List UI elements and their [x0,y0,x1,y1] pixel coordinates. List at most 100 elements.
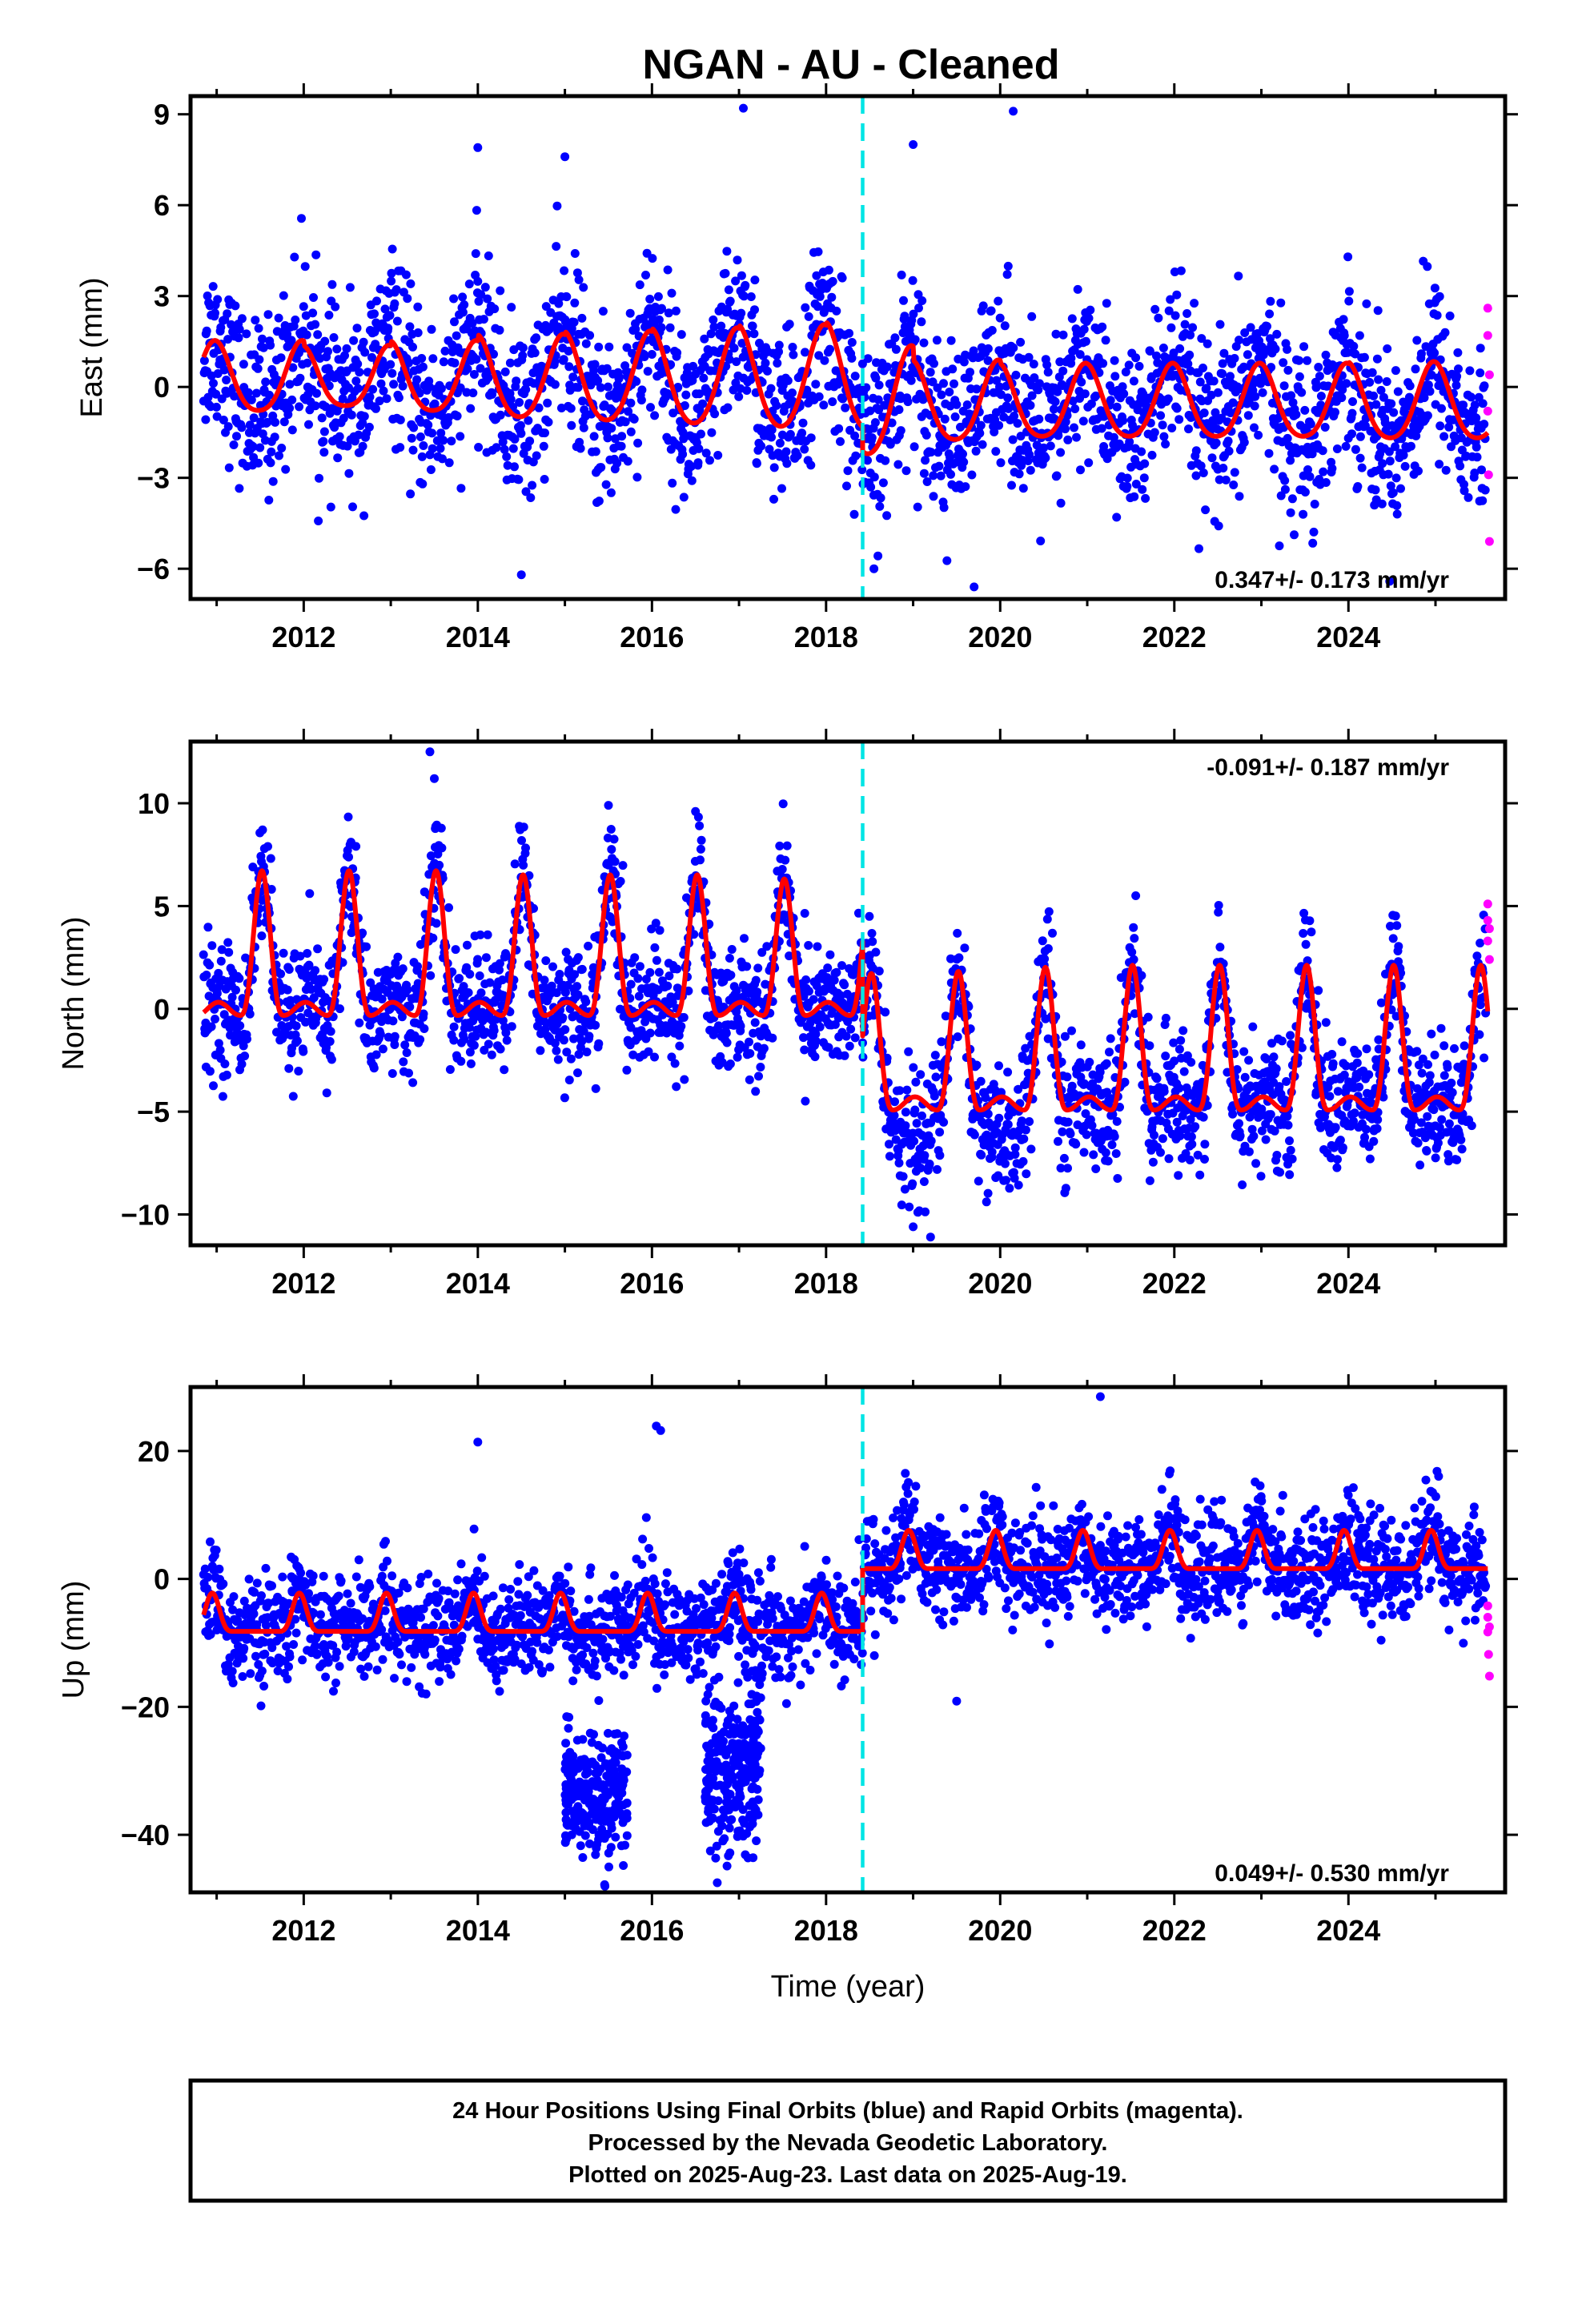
data-point [697,835,706,845]
data-point [870,418,880,428]
data-point [231,985,240,995]
data-point [1271,344,1280,354]
data-point [1195,377,1205,387]
data-point [1305,472,1315,481]
data-point [1290,530,1299,540]
data-point [1264,448,1274,458]
data-point [793,451,802,460]
data-point [593,376,603,385]
data-point [800,909,809,918]
data-point [388,1016,398,1026]
data-point [1478,399,1488,408]
data-point [1280,485,1290,494]
data-point [804,987,813,996]
data-point [604,342,614,352]
data-point [1131,353,1141,363]
data-point [695,821,705,830]
data-point [390,299,400,308]
data-point [325,1037,335,1046]
data-point [253,364,263,373]
data-point [382,394,391,404]
data-point [416,432,425,441]
data-point [288,1092,298,1101]
data-point [701,448,711,458]
data-point [1230,468,1239,477]
data-point [648,254,657,263]
data-point [383,324,393,333]
data-point [288,363,298,372]
data-point [315,473,323,483]
data-point [863,354,873,364]
data-point [663,981,673,991]
data-point [398,964,408,974]
data-point [458,292,468,302]
data-point [274,313,283,323]
data-point [1272,1151,1282,1160]
data-point [954,953,964,963]
data-point [1359,352,1369,362]
data-point [376,379,386,388]
data-point [295,402,304,412]
data-point [882,362,892,372]
data-point [352,324,362,333]
data-point [781,855,790,865]
data-point [681,390,691,400]
data-point [303,949,312,958]
data-point [1054,431,1063,440]
data-point [1197,334,1207,344]
data-point [1416,349,1426,359]
data-point [697,429,705,439]
data-point [994,420,1004,430]
data-point [291,1021,301,1031]
data-point [775,438,785,448]
data-point [1335,1136,1345,1145]
data-point [1239,437,1249,447]
data-point [1441,465,1451,475]
data-point [573,953,583,963]
data-point [396,415,405,424]
data-point [358,928,367,938]
data-point [1243,411,1253,420]
data-point [1228,1109,1238,1119]
data-point [451,945,460,955]
data-point [1215,943,1225,952]
data-point [492,443,501,452]
data-point [916,1164,926,1172]
data-point [285,380,295,389]
data-point [1067,1026,1076,1035]
data-point [769,494,778,504]
data-point [1163,394,1173,404]
data-point [201,415,211,424]
data-point [464,279,474,289]
data-point [473,955,483,964]
data-point [419,1009,428,1019]
data-point [1452,380,1461,390]
data-point [1425,387,1435,396]
data-point [219,365,229,375]
data-point [418,362,428,372]
data-point [663,265,673,275]
data-point [561,947,571,957]
data-point [897,1200,906,1210]
data-point [311,401,320,411]
data-point [857,359,867,368]
data-point [1393,387,1403,396]
outlier-point [1009,107,1018,116]
data-point [1102,1059,1111,1068]
data-point [591,1020,600,1030]
data-point [496,410,505,420]
data-point [689,930,699,939]
data-point [905,1202,914,1212]
data-point [279,417,289,427]
data-point [552,201,562,211]
data-point [214,1039,223,1048]
data-point [1321,1018,1331,1027]
data-point [1348,397,1357,406]
data-point [444,458,454,468]
data-point [1076,1040,1086,1050]
data-point [1207,390,1216,400]
data-point [362,942,371,951]
data-point [940,414,950,424]
data-point [408,445,418,455]
data-point [717,321,726,331]
